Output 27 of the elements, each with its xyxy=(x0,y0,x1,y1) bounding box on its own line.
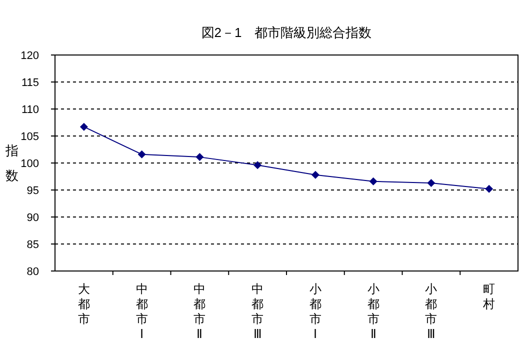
x-tick-label: 大都市 xyxy=(78,282,90,326)
point xyxy=(485,184,494,193)
y-tick-label: 90 xyxy=(26,212,39,224)
x-tick-label: 小都市Ⅲ xyxy=(425,282,438,341)
y-tick-label: 100 xyxy=(20,158,39,170)
y-tick-label: 85 xyxy=(26,239,39,251)
x-tick-label: 小都市Ⅰ xyxy=(309,282,322,341)
point xyxy=(369,177,378,186)
x-tick-label: 中都市Ⅲ xyxy=(252,282,264,341)
point xyxy=(427,178,436,187)
point xyxy=(80,122,88,131)
y-tick-label: 110 xyxy=(21,104,39,116)
x-tick-label: 町村 xyxy=(483,282,496,311)
y-tick-label: 115 xyxy=(21,77,39,89)
y-tick-label: 120 xyxy=(20,50,39,62)
x-tick-label: 中都市Ⅰ xyxy=(136,282,148,341)
point xyxy=(138,150,146,158)
y-tick-label: 80 xyxy=(26,266,39,278)
point xyxy=(254,161,262,170)
x-tick-label: 中都市Ⅱ xyxy=(194,282,206,341)
title: 図2－1 都市階級別総合指数 xyxy=(201,25,372,40)
y-tick-label: 95 xyxy=(26,185,39,197)
y-axis-title: 指数 xyxy=(6,143,18,183)
x-tick-label: 小都市Ⅱ xyxy=(367,282,380,341)
y-tick-label: 105 xyxy=(20,131,39,143)
point xyxy=(196,153,204,162)
point xyxy=(311,170,320,179)
